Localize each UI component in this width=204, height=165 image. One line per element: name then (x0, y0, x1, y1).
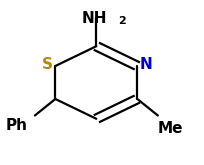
Text: Me: Me (157, 121, 182, 136)
Text: NH: NH (81, 11, 106, 26)
Text: 2: 2 (118, 16, 125, 26)
Text: S: S (41, 57, 52, 72)
Text: Ph: Ph (5, 118, 27, 133)
Text: N: N (139, 57, 151, 72)
